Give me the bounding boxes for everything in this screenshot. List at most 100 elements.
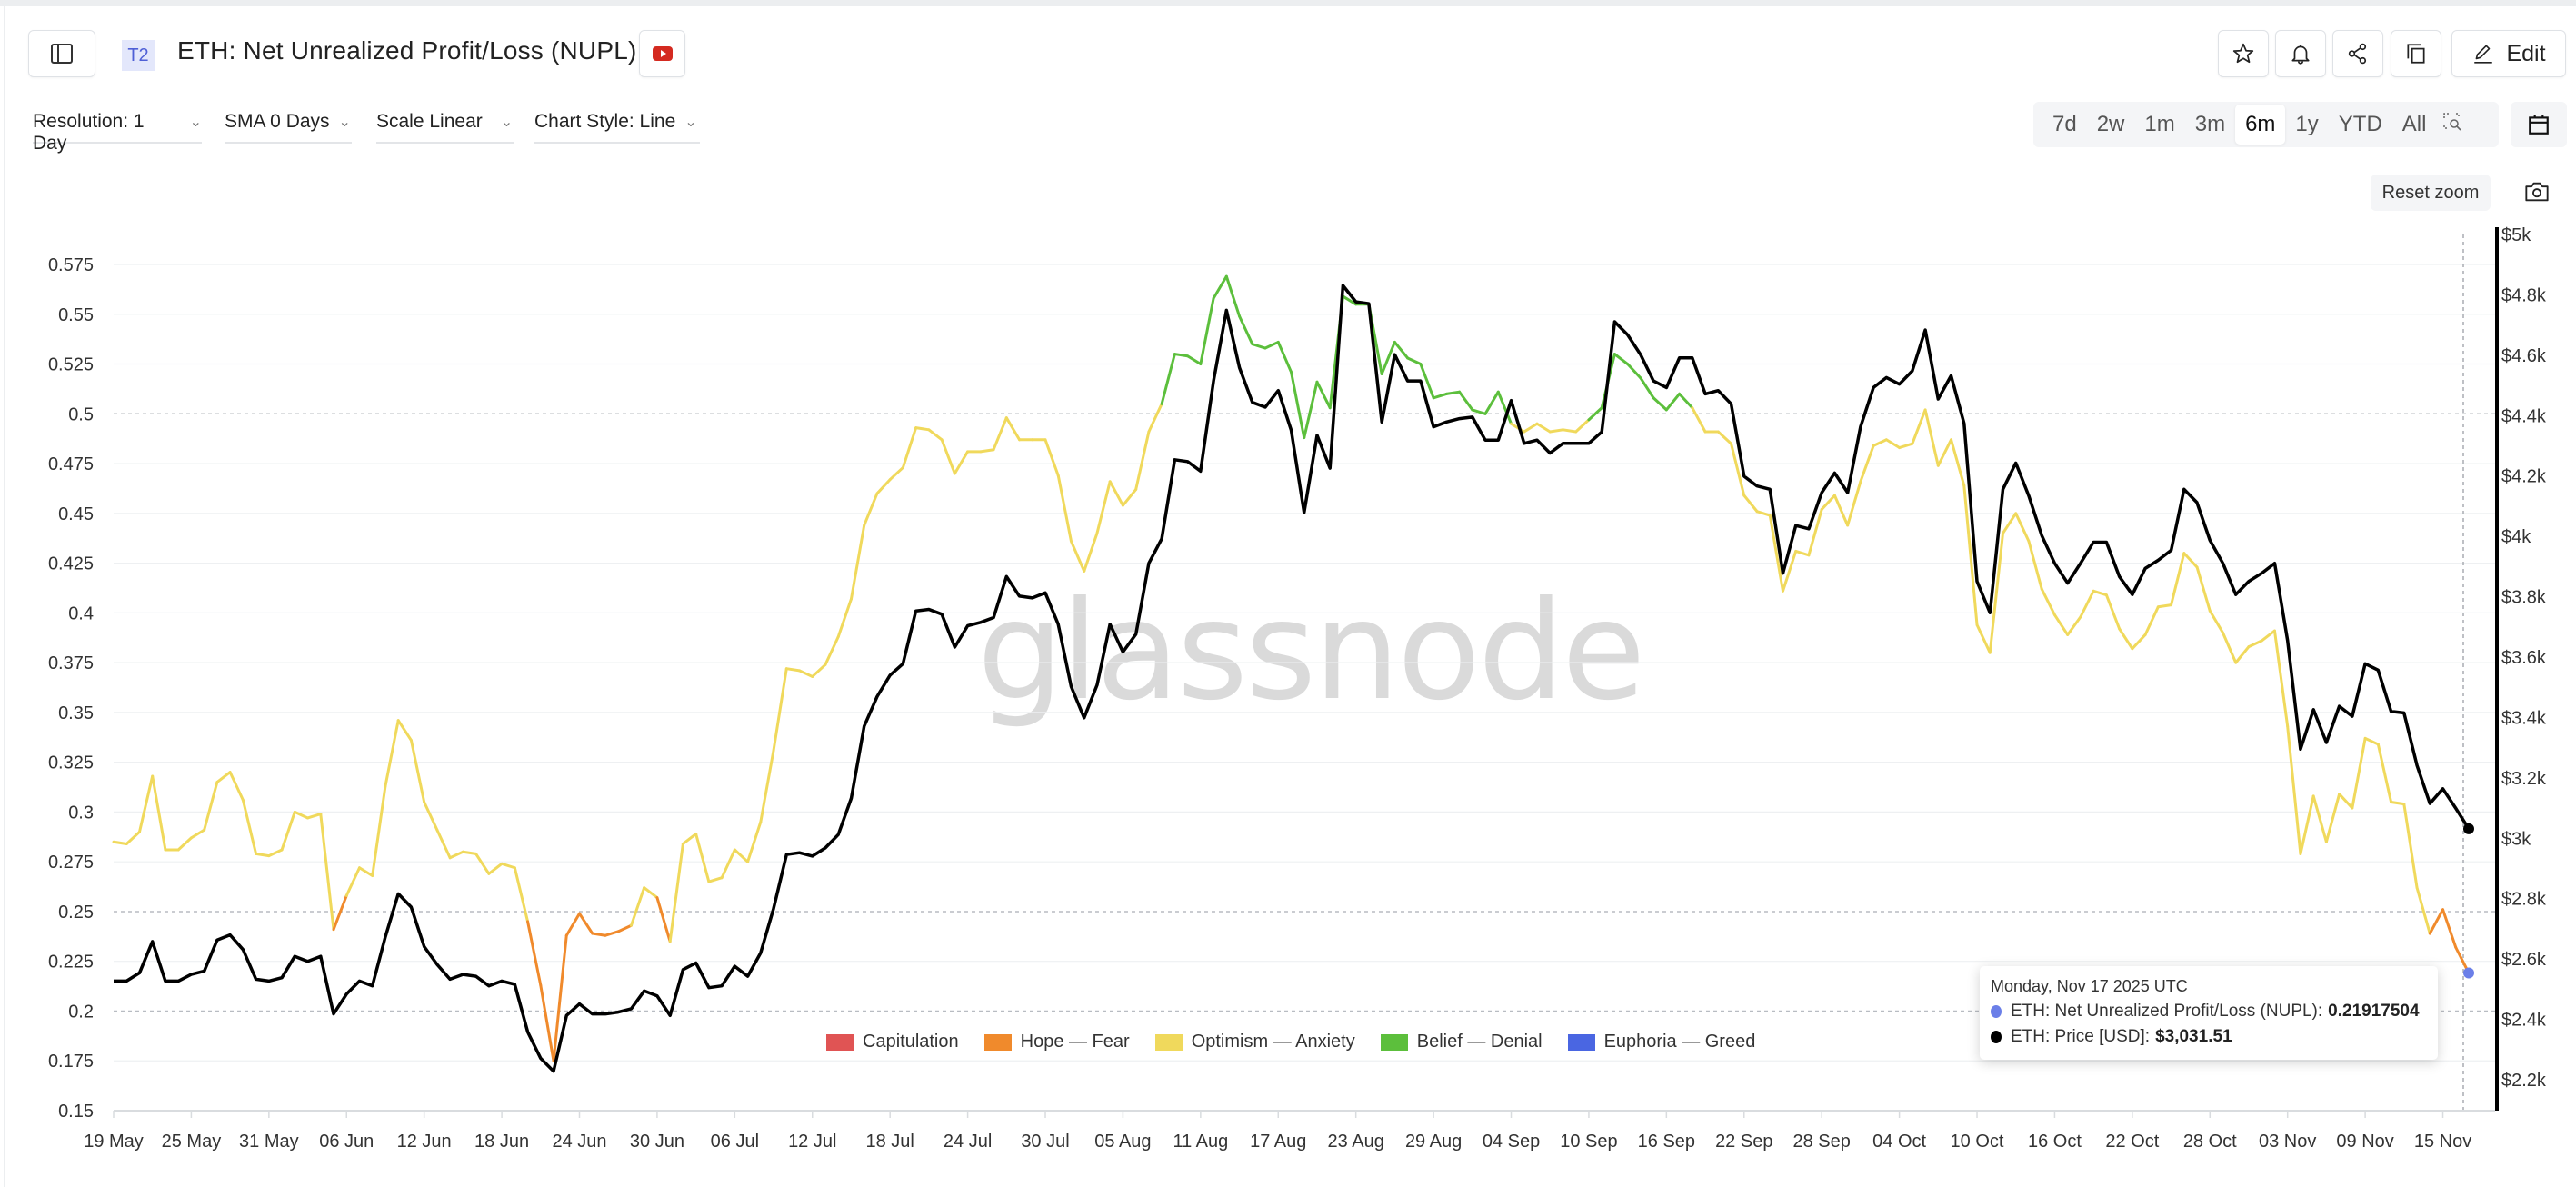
nupl-line-segment	[241, 798, 258, 855]
price-line	[114, 284, 2471, 1073]
sma-value: SMA 0 Days	[225, 111, 330, 132]
chart-style-dropdown[interactable]: Chart Style: Line ⌄	[534, 111, 700, 144]
scale-dropdown[interactable]: Scale Linear ⌄	[376, 111, 514, 144]
youtube-button[interactable]	[639, 30, 685, 77]
nupl-line-segment	[409, 739, 426, 803]
x-tick-label: 25 May	[162, 1132, 222, 1152]
range-6m[interactable]: 6m	[2235, 105, 2286, 145]
legend-label: Belief — Denial	[1416, 1032, 1543, 1052]
nupl-line-segment	[901, 426, 918, 469]
y-right-tick-label: $3.4k	[2501, 708, 2547, 728]
nupl-line-segment	[1742, 494, 1759, 514]
nupl-line-segment	[1923, 408, 1940, 467]
alert-button[interactable]	[2275, 30, 2326, 77]
edit-button[interactable]: Edit	[2451, 30, 2566, 77]
nupl-line-segment	[2390, 800, 2406, 806]
favorite-button[interactable]	[2218, 30, 2269, 77]
nupl-line-segment	[2376, 743, 2393, 803]
nupl-line-segment	[772, 667, 788, 753]
copy-icon	[2407, 44, 2425, 64]
legend-swatch	[826, 1033, 854, 1051]
screenshot-button[interactable]	[2524, 180, 2550, 208]
nupl-line-segment	[1186, 354, 1203, 366]
nupl-line-segment	[2143, 605, 2160, 636]
nupl-line-segment	[1290, 370, 1306, 440]
price-dot-icon	[1991, 1031, 2002, 1043]
y-left-tick-label: 0.45	[58, 504, 94, 524]
range-ytd[interactable]: YTD	[2338, 112, 2382, 136]
nupl-line-segment	[1574, 418, 1591, 434]
nupl-line-segment	[707, 876, 724, 883]
legend-swatch	[1154, 1033, 1183, 1051]
nupl-line-segment	[1820, 494, 1836, 511]
top-border	[0, 0, 2576, 6]
sidebar-toggle-icon	[51, 44, 73, 64]
nupl-line-segment	[2170, 552, 2186, 607]
nupl-line-segment	[1561, 428, 1578, 434]
zoom-select-button[interactable]	[2436, 104, 2469, 146]
x-tick-label: 15 Nov	[2414, 1132, 2471, 1152]
nupl-line-segment	[1224, 274, 1242, 318]
nupl-line-segment	[1276, 340, 1293, 374]
y-left-tick-label: 0.275	[48, 853, 94, 873]
nupl-line-segment	[643, 886, 659, 900]
x-tick-label: 17 Aug	[1250, 1132, 1306, 1152]
range-all[interactable]: All	[2401, 112, 2427, 136]
x-tick-label: 24 Jun	[552, 1132, 606, 1152]
nupl-line-segment	[2052, 613, 2070, 636]
range-3m[interactable]: 3m	[2194, 112, 2226, 136]
range-1m[interactable]: 1m	[2144, 112, 2175, 136]
nupl-line-segment	[564, 912, 582, 937]
nupl-line-segment	[2311, 794, 2328, 843]
nupl-line-segment	[267, 848, 284, 858]
reset-zoom-button[interactable]: Reset zoom	[2371, 175, 2491, 211]
nupl-line-segment	[176, 836, 193, 852]
nupl-line-segment	[2260, 629, 2276, 643]
legend-item-euphoria-greed[interactable]: Euphoria — Greed	[1567, 1032, 1756, 1052]
nupl-line-segment	[1859, 444, 1875, 484]
nupl-line-segment	[1251, 343, 1267, 350]
nupl-line-segment	[1626, 363, 1642, 380]
y-left-tick-label: 0.5	[68, 404, 94, 424]
nupl-line-segment	[1950, 438, 1966, 487]
nupl-line-segment	[1768, 514, 1784, 593]
date-picker-button[interactable]	[2511, 102, 2567, 147]
x-tick-label: 10 Sep	[1560, 1132, 1617, 1152]
range-2w[interactable]: 2w	[2096, 112, 2125, 136]
legend-item-belief-denial[interactable]: Belief — Denial	[1380, 1032, 1543, 1052]
sidebar-toggle-button[interactable]	[28, 30, 95, 77]
legend-label: Euphoria — Greed	[1603, 1032, 1756, 1052]
nupl-line-segment	[1419, 363, 1435, 400]
nupl-line-segment	[1004, 416, 1022, 442]
share-button[interactable]	[2332, 30, 2383, 77]
x-tick-label: 16 Sep	[1638, 1132, 1695, 1152]
y-right-tick-label: $4.6k	[2501, 346, 2547, 366]
chart-legend: Capitulation Hope — Fear Optimism — Anxi…	[826, 1032, 1755, 1052]
nupl-line-segment	[1380, 340, 1396, 375]
nupl-line-segment	[1730, 442, 1746, 497]
x-tick-label: 04 Sep	[1483, 1132, 1540, 1152]
nupl-line-segment	[591, 932, 607, 937]
tooltip-date: Monday, Nov 17 2025 UTC	[1991, 977, 2188, 995]
legend-item-capitulation[interactable]: Capitulation	[826, 1032, 959, 1052]
legend-label: Capitulation	[863, 1032, 959, 1052]
nupl-line-segment	[1199, 296, 1215, 366]
x-tick-label: 22 Sep	[1715, 1132, 1772, 1152]
chart-style-value: Chart Style: Line	[534, 111, 676, 132]
range-7d[interactable]: 7d	[2052, 112, 2077, 136]
duplicate-button[interactable]	[2391, 30, 2441, 77]
nupl-line-segment	[1471, 408, 1487, 415]
chevron-down-icon: ⌄	[500, 115, 514, 130]
nupl-line-segment	[1406, 356, 1423, 366]
x-tick-label: 31 May	[239, 1132, 299, 1152]
nupl-line-segment	[500, 862, 516, 870]
nupl-line-segment	[2208, 609, 2225, 634]
y-left-tick-label: 0.425	[48, 554, 94, 574]
resolution-dropdown[interactable]: Resolution: 1 Day ⌄	[33, 111, 202, 154]
nupl-line-segment	[1832, 494, 1850, 527]
legend-item-optimism-anxiety[interactable]: Optimism — Anxiety	[1154, 1032, 1355, 1052]
range-1y[interactable]: 1y	[2295, 112, 2319, 136]
sma-dropdown[interactable]: SMA 0 Days ⌄	[225, 111, 352, 144]
legend-item-hope-fear[interactable]: Hope — Fear	[983, 1032, 1130, 1052]
